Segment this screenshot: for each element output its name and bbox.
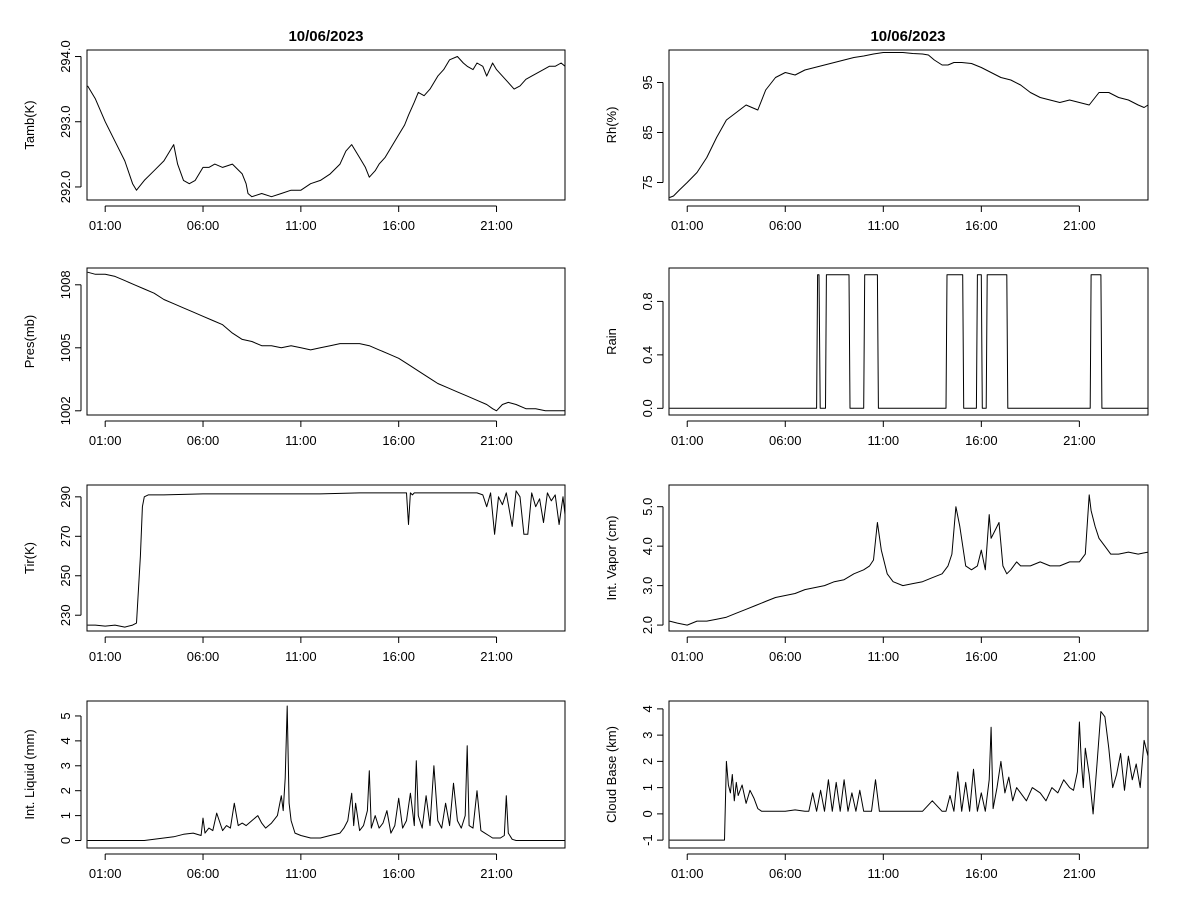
tamb-y-tick-label: 292.0 <box>58 171 73 204</box>
tamb-x-tick-label: 01:00 <box>89 218 122 233</box>
tamb-x-tick-label: 06:00 <box>187 218 220 233</box>
vapor-y-tick-label: 5.0 <box>640 498 655 516</box>
vapor-x-tick-label: 01:00 <box>671 649 704 664</box>
vapor-x-tick-label: 16:00 <box>965 649 998 664</box>
tir-series-line <box>87 490 566 628</box>
cloudbase-x-tick-label: 21:00 <box>1063 866 1096 881</box>
left-column-title: 10/06/2023 <box>288 28 363 45</box>
rain-series-line <box>669 274 1148 409</box>
vapor-plot-frame <box>668 484 1149 632</box>
rain-x-tick-label: 01:00 <box>671 433 704 448</box>
liquid-x-tick-label: 06:00 <box>187 866 220 881</box>
tamb-x-tick-label: 16:00 <box>382 218 415 233</box>
rh-series-line <box>669 52 1149 198</box>
vapor-y-tick-label: 4.0 <box>640 537 655 555</box>
pres-plot-frame <box>86 267 566 416</box>
liquid-series-line <box>87 705 565 841</box>
pres-x-tick-label: 01:00 <box>89 433 122 448</box>
cloudbase-y-tick-label: 1 <box>640 784 655 791</box>
vapor-y-axis-label: Int. Vapor (cm) <box>604 515 619 600</box>
tamb-series-line <box>87 56 566 198</box>
vapor-x-tick-label: 06:00 <box>769 649 802 664</box>
rh-y-axis-label: Rh(%) <box>604 107 619 144</box>
tir-y-tick-label: 290 <box>58 486 73 508</box>
liquid-x-tick-label: 11:00 <box>285 866 317 881</box>
rh-x-tick-label: 21:00 <box>1063 218 1096 233</box>
rain-y-tick-label: 0.0 <box>640 399 655 417</box>
tamb-y-tick-label: 293.0 <box>58 105 73 138</box>
rain-x-tick-label: 21:00 <box>1063 433 1096 448</box>
cloudbase-x-tick-label: 01:00 <box>671 866 704 881</box>
rain-y-tick-label: 0.4 <box>640 346 655 364</box>
cloudbase-x-tick-label: 06:00 <box>769 866 802 881</box>
pres-x-tick-label: 06:00 <box>187 433 220 448</box>
cloudbase-y-axis-label: Cloud Base (km) <box>604 726 619 823</box>
pres-x-tick-label: 16:00 <box>382 433 415 448</box>
vapor-y-tick-label: 3.0 <box>640 577 655 595</box>
rain-x-tick-label: 16:00 <box>965 433 998 448</box>
tamb-plot-frame <box>86 49 566 201</box>
tamb-x-tick-label: 11:00 <box>285 218 317 233</box>
rh-y-tick-label: 75 <box>640 175 655 189</box>
pres-x-tick-label: 11:00 <box>285 433 317 448</box>
tir-y-tick-label: 270 <box>58 525 73 547</box>
liquid-y-tick-label: 4 <box>58 737 73 744</box>
liquid-x-tick-label: 21:00 <box>480 866 513 881</box>
tir-x-tick-label: 06:00 <box>187 649 220 664</box>
pres-y-tick-label: 1005 <box>58 333 73 362</box>
cloudbase-x-tick-label: 11:00 <box>868 866 900 881</box>
rh-x-tick-label: 11:00 <box>868 218 900 233</box>
liquid-y-tick-label: 1 <box>58 812 73 819</box>
cloudbase-plot-frame <box>668 700 1149 849</box>
tamb-y-axis-label: Tamb(K) <box>22 100 37 149</box>
cloudbase-series-line <box>669 711 1149 841</box>
tamb-y-tick-label: 294.0 <box>58 40 73 73</box>
cloudbase-x-tick-label: 16:00 <box>965 866 998 881</box>
tir-x-tick-label: 16:00 <box>382 649 415 664</box>
tir-x-tick-label: 21:00 <box>480 649 513 664</box>
tir-x-tick-label: 01:00 <box>89 649 122 664</box>
vapor-x-tick-label: 11:00 <box>868 649 900 664</box>
tir-plot-frame <box>86 484 566 632</box>
liquid-y-tick-label: 2 <box>58 787 73 794</box>
liquid-x-tick-label: 01:00 <box>89 866 122 881</box>
pres-y-axis-label: Pres(mb) <box>22 315 37 368</box>
tir-x-tick-label: 11:00 <box>285 649 317 664</box>
rain-x-tick-label: 11:00 <box>868 433 900 448</box>
rain-y-axis-label: Rain <box>604 328 619 355</box>
cloudbase-y-tick-label: 3 <box>640 732 655 739</box>
tir-y-tick-label: 250 <box>58 565 73 587</box>
rain-x-tick-label: 06:00 <box>769 433 802 448</box>
liquid-plot-frame <box>86 700 566 849</box>
liquid-y-tick-label: 0 <box>58 837 73 844</box>
rh-y-tick-label: 85 <box>640 125 655 139</box>
pres-y-tick-label: 1002 <box>58 396 73 425</box>
cloudbase-y-tick-label: 2 <box>640 758 655 765</box>
rh-x-tick-label: 01:00 <box>671 218 704 233</box>
tamb-x-tick-label: 21:00 <box>480 218 513 233</box>
vapor-x-tick-label: 21:00 <box>1063 649 1096 664</box>
cloudbase-y-tick-label: -1 <box>640 834 655 846</box>
pres-x-tick-label: 21:00 <box>480 433 513 448</box>
rh-x-tick-label: 16:00 <box>965 218 998 233</box>
rh-plot-frame <box>668 49 1149 201</box>
cloudbase-y-tick-label: 0 <box>640 810 655 817</box>
liquid-x-tick-label: 16:00 <box>382 866 415 881</box>
rain-plot-frame <box>668 267 1149 416</box>
liquid-y-tick-label: 5 <box>58 712 73 719</box>
cloudbase-y-tick-label: 4 <box>640 705 655 712</box>
tir-y-axis-label: Tir(K) <box>22 542 37 574</box>
rain-y-tick-label: 0.8 <box>640 292 655 310</box>
pres-y-tick-label: 1008 <box>58 270 73 299</box>
liquid-y-axis-label: Int. Liquid (mm) <box>22 729 37 819</box>
vapor-y-tick-label: 2.0 <box>640 616 655 634</box>
rh-y-tick-label: 95 <box>640 75 655 89</box>
tir-y-tick-label: 230 <box>58 604 73 626</box>
liquid-y-tick-label: 3 <box>58 762 73 769</box>
right-column-title: 10/06/2023 <box>870 28 945 45</box>
rh-x-tick-label: 06:00 <box>769 218 802 233</box>
vapor-series-line <box>669 494 1149 626</box>
pres-series-line <box>87 271 565 412</box>
